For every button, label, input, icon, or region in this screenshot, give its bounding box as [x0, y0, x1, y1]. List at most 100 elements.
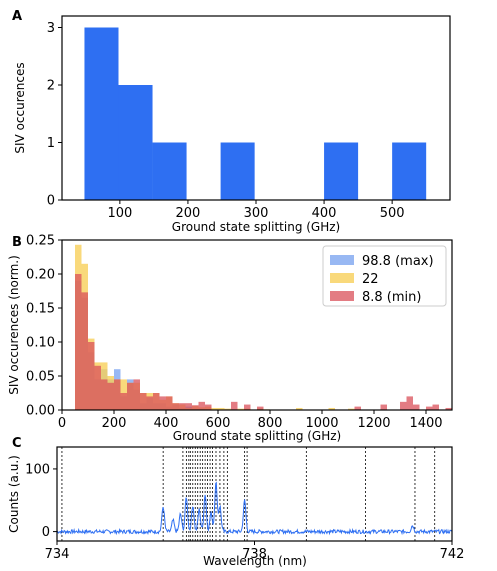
panel-b-bar [400, 401, 407, 410]
panel-a-bar [118, 85, 153, 200]
panel-c-frame [56, 446, 453, 542]
panel-b-bar [432, 404, 439, 410]
panel-b-bar [192, 405, 199, 410]
panel-b-bar [218, 407, 225, 410]
panel-b-x-tick-label: 600 [206, 416, 231, 431]
panel-a-y-axis-label: SIV occurences [13, 62, 27, 153]
panel-b-x-tick-label: 1200 [357, 416, 390, 431]
panel-b-bar [120, 393, 127, 410]
panel-c-x-axis-label: Wavelength (nm) [203, 554, 307, 568]
panel-a-bar [84, 27, 119, 200]
panel-b-bar [354, 406, 361, 410]
panel-b-x-tick-label: 1000 [305, 416, 338, 431]
panel-b-bar [94, 365, 101, 410]
panel-b-bar [445, 407, 452, 410]
panel-b-bar [114, 379, 121, 410]
panel-b-bar [257, 406, 264, 410]
panel-b-bar [198, 401, 205, 410]
panel-b-bar [107, 382, 114, 410]
panel-b-bar [211, 407, 218, 410]
panel-a-x-axis-label: Ground state splitting (GHz) [172, 220, 340, 234]
panel-b-bar [406, 396, 413, 410]
panel-b-bar [185, 403, 192, 410]
panel-b-bar [237, 408, 244, 410]
panel-b-bar [133, 379, 140, 410]
legend-swatch-8-8-min [330, 291, 354, 301]
panel-b-bar [328, 407, 335, 410]
legend-label-22: 22 [362, 272, 379, 287]
panel-b-y-tick-label: 0.10 [26, 336, 55, 351]
panel-b-bar [101, 379, 108, 410]
panel-label-c: C [12, 436, 22, 451]
panel-c-y-tick-label: 100 [25, 462, 50, 477]
panel-c-x-tick-label: 738 [242, 547, 267, 562]
panel-a-bar [324, 142, 359, 200]
panel-b-x-tick-label: 1400 [409, 416, 442, 431]
panel-b-y-tick-label: 0.05 [26, 370, 55, 385]
panel-a-bar [220, 142, 255, 200]
panel-b-bar [81, 292, 88, 410]
panel-b-frame [61, 239, 453, 411]
panel-b-x-tick-label: 200 [102, 416, 127, 431]
panel-b-bar [140, 393, 147, 410]
panel-b-ticks: 0 200 400 600 800 1000 1200 1400 0.00 0.05 0.10 0.1… [26, 234, 443, 432]
panel-a-y-tick-label: 3 [47, 21, 55, 36]
panel-b-bar [159, 396, 166, 410]
panel-b-y-tick-label: 0.15 [26, 302, 55, 317]
spectrum-line [56, 481, 453, 536]
panel-a-x-tick-label: 500 [380, 206, 405, 221]
panel-b-bar [166, 396, 173, 410]
panel-a-bars [84, 27, 427, 200]
panel-b-bar [75, 274, 82, 410]
panel-b-bar [413, 404, 420, 410]
panel-label-a: A [12, 9, 22, 24]
panel-b-y-tick-label: 0.20 [26, 268, 55, 283]
panel-b-bar [380, 404, 387, 410]
panel-b-x-tick-label: 400 [154, 416, 179, 431]
panel-b-bar [146, 396, 153, 410]
panel-b-x-axis-label: Ground state splitting (GHz) [173, 429, 341, 443]
panel-b-x-tick-label: 800 [258, 416, 283, 431]
panel-b-bar [172, 403, 179, 410]
panel-b-legend: 98.8 (max) 22 8.8 (min) [322, 245, 447, 307]
panel-b-bar [348, 408, 355, 410]
panel-c-y-tick-label: 0 [42, 525, 50, 540]
legend-swatch-98-8-max [330, 255, 354, 265]
panel-a-y-tick-label: 0 [47, 194, 55, 209]
panel-b-bar [153, 393, 160, 410]
panel-a-bar [152, 142, 187, 200]
chart-panel-c: 734 738 742 0 100 Wavelength (nm) Counts (a.… [7, 446, 464, 568]
legend-label-8-8-min: 8.8 (min) [362, 290, 421, 305]
panel-c-x-tick-label: 742 [440, 547, 465, 562]
panel-b-y-tick-label: 0.25 [26, 234, 55, 249]
panel-c-y-axis-label: Counts (a.u.) [7, 455, 21, 533]
panel-b-bar [244, 404, 251, 410]
legend-label-98-8-max: 98.8 (max) [362, 254, 434, 269]
panel-b-bar [205, 404, 212, 410]
chart-panel-a: 100 200 300 400 500 0 1 2 3 Ground state splitti… [13, 15, 451, 234]
panel-c-reference-lines [61, 447, 436, 541]
panel-a-ticks: 100 200 300 400 500 0 1 2 3 [47, 21, 405, 221]
panel-a-x-tick-label: 400 [312, 206, 337, 221]
panel-b-x-tick-label: 0 [58, 416, 66, 431]
panel-a-x-tick-label: 200 [176, 206, 201, 221]
legend-swatch-22 [330, 273, 354, 283]
panel-c-x-tick-label: 734 [45, 547, 70, 562]
panel-a-y-tick-label: 2 [47, 79, 55, 94]
panel-a-bar [392, 142, 427, 200]
chart-panel-b: 0 200 400 600 800 1000 1200 1400 0.00 0.05 0.10 0.1… [7, 234, 453, 443]
panel-a-x-tick-label: 100 [107, 206, 132, 221]
panel-b-bar [231, 401, 238, 410]
panel-b-bar [224, 408, 231, 410]
panel-b-bar [127, 382, 134, 410]
panel-b-y-axis-label: SIV occurences (norm.) [7, 255, 21, 395]
panel-b-y-tick-label: 0.00 [26, 404, 55, 419]
panel-b-bar [179, 403, 186, 410]
panel-a-y-tick-label: 1 [47, 136, 55, 151]
panel-b-bar [88, 342, 95, 410]
panel-b-bar [426, 406, 433, 410]
panel-b-bar [296, 407, 303, 410]
panel-c-ticks: 734 738 742 0 100 [25, 462, 464, 562]
panel-a-x-tick-label: 300 [244, 206, 269, 221]
